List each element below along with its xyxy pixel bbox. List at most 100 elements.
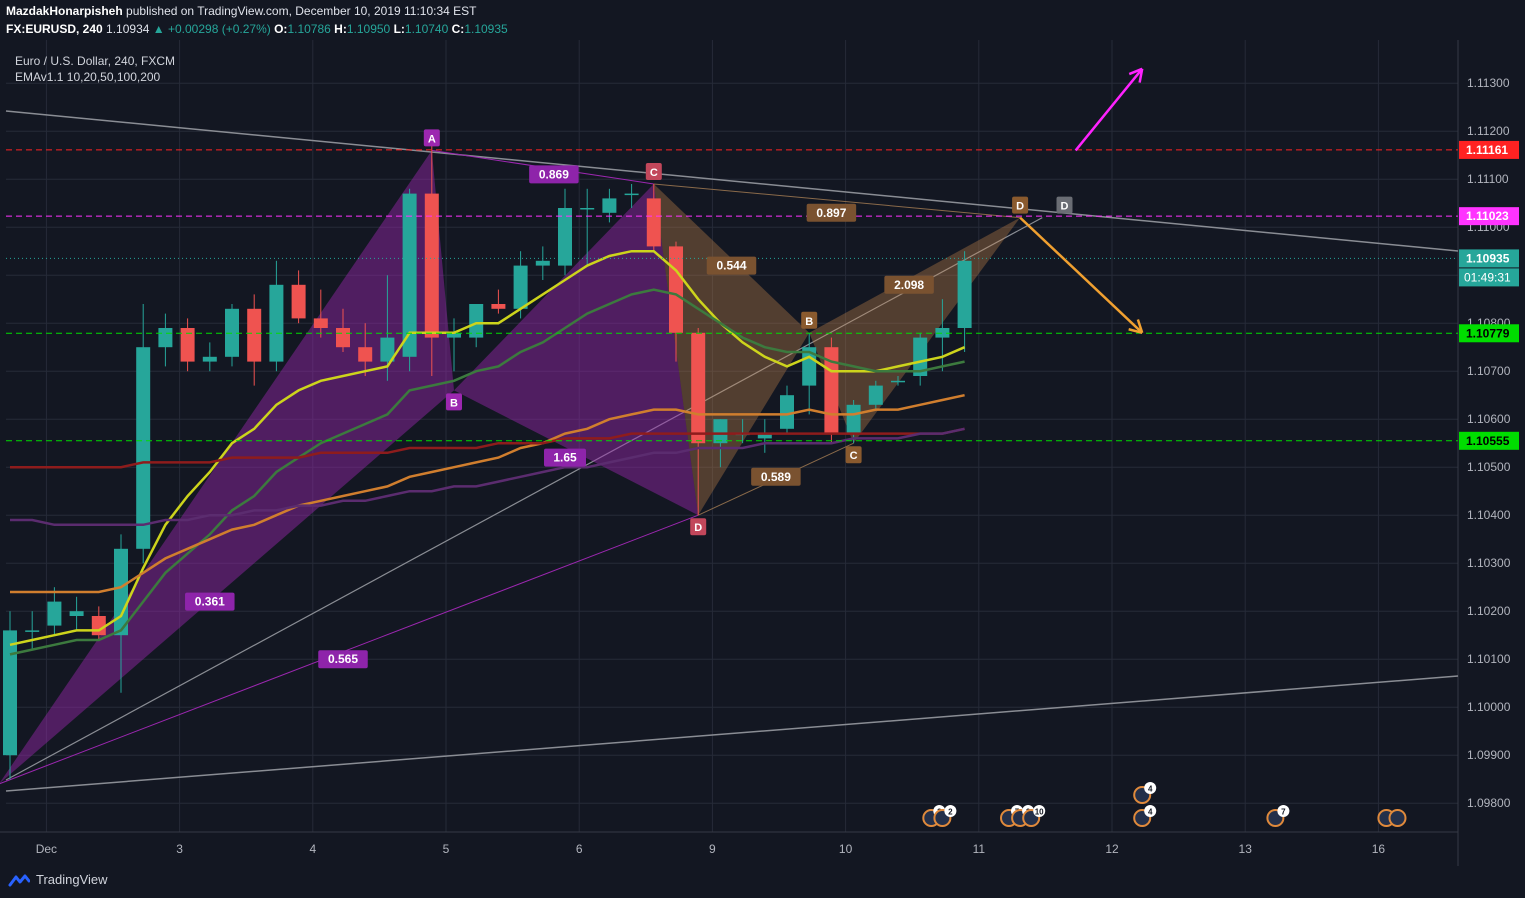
- candle-body: [424, 193, 439, 338]
- candle-body: [558, 208, 572, 266]
- pattern-orange-ratio: 0.897: [816, 206, 846, 220]
- x-tick-label: Dec: [36, 842, 57, 856]
- candle-body: [180, 328, 195, 362]
- last-price: 1.10934: [106, 22, 150, 36]
- candle-body: [202, 356, 217, 362]
- x-tick-label: 10: [839, 842, 853, 856]
- trend-line-channel: [5, 217, 1043, 781]
- price-chart[interactable]: 1.113001.112001.111001.110001.109001.108…: [0, 40, 1525, 866]
- legend-indicator[interactable]: EMAv1.1 10,20,50,100,200: [15, 70, 161, 84]
- publisher-name[interactable]: MazdakHonarpisheh: [6, 4, 123, 18]
- low-label: L:: [393, 22, 405, 36]
- candle-body: [469, 304, 484, 338]
- event-count-badge: [944, 805, 957, 817]
- pattern-orange-point-b: B: [805, 316, 813, 328]
- candle-body: [535, 260, 550, 266]
- pattern-purple-point-a-bg: [423, 129, 440, 147]
- pattern-purple-point-c-bg: [645, 163, 662, 180]
- legend-title[interactable]: Euro / U.S. Dollar, 240, FXCM: [15, 54, 176, 68]
- ema-line: [9, 288, 965, 656]
- chart-header: MazdakHonarpisheh published on TradingVi…: [0, 0, 1525, 40]
- high-value: 1.10950: [346, 22, 391, 36]
- y-tick-label: 1.10700: [1467, 364, 1511, 378]
- open-value: 1.10786: [287, 22, 331, 36]
- x-tick-label: 4: [309, 842, 316, 856]
- price-tag: [1459, 324, 1519, 343]
- pattern-purple-ratio-bg: [185, 592, 235, 611]
- pattern-purple-ratio-bg: [544, 448, 586, 467]
- event-count-label: 2: [948, 808, 953, 817]
- candle-body: [868, 385, 883, 405]
- y-tick-label: 1.11200: [1467, 124, 1510, 138]
- pattern-purple-ratio: 1.65: [553, 451, 577, 465]
- price-tag-label: 1.11023: [1466, 209, 1509, 223]
- pattern-purple-ratio: 0.565: [328, 652, 358, 666]
- symbol-label[interactable]: FX:EURUSD, 240: [6, 22, 103, 36]
- candle-body: [957, 260, 972, 328]
- forecast-arrowhead: [1128, 328, 1143, 335]
- candle-body: [846, 404, 861, 434]
- price-tag: [1459, 249, 1519, 268]
- candle-body: [780, 395, 794, 429]
- candle-body: [269, 284, 284, 362]
- candle-body: [935, 328, 950, 338]
- low-value: 1.10740: [404, 22, 449, 36]
- pattern-orange-point-c: C: [850, 450, 858, 462]
- event-flag-icon[interactable]: [1388, 809, 1407, 827]
- candle-body: [447, 332, 461, 338]
- chart-legend: Euro / U.S. Dollar, 240, FXCM EMAv1.1 10…: [15, 53, 175, 85]
- price-tag-label: 1.11161: [1466, 143, 1508, 157]
- event-count-badge: [1277, 805, 1290, 817]
- candle-body: [891, 380, 905, 383]
- y-tick-label: 1.11300: [1467, 76, 1510, 90]
- event-count-label: 4: [1148, 785, 1153, 794]
- price-tag: [1459, 140, 1519, 159]
- countdown-label: 01:49:31: [1464, 270, 1511, 284]
- y-tick-label: 1.10500: [1467, 460, 1511, 474]
- pattern-purple-ratio-bg: [318, 650, 368, 669]
- high-label: H:: [334, 22, 347, 36]
- pattern-orange-ratio: 0.589: [761, 470, 791, 484]
- published-text: published on TradingView.com, December 1…: [126, 4, 477, 18]
- x-tick-label: 3: [176, 842, 183, 856]
- candle-body: [646, 198, 661, 247]
- candle-body: [580, 208, 595, 210]
- candle-body: [25, 630, 40, 632]
- x-tick-label: 13: [1239, 842, 1253, 856]
- y-tick-label: 1.09900: [1467, 748, 1511, 762]
- pattern-orange-xd: [653, 183, 1021, 219]
- y-tick-label: 1.10100: [1467, 652, 1511, 666]
- candle-body: [802, 347, 817, 386]
- pattern-purple-point-a: A: [428, 133, 436, 145]
- pattern-orange-ratio-bg: [751, 467, 801, 486]
- x-tick-label: 6: [576, 842, 583, 856]
- price-tag: [1459, 207, 1519, 226]
- price-tag-label: 1.10555: [1466, 434, 1510, 448]
- y-tick-label: 1.10400: [1467, 508, 1511, 522]
- tradingview-brand: TradingView: [36, 872, 108, 887]
- candle-body: [247, 308, 262, 362]
- candle-body: [669, 246, 683, 333]
- candle-body: [713, 419, 728, 444]
- candle-body: [757, 433, 772, 439]
- projected-d-label: D: [1061, 201, 1069, 213]
- pattern-orange-ratio-bg: [706, 256, 757, 275]
- pattern-purple-point-d: D: [694, 522, 702, 534]
- chart-background: [0, 40, 1525, 866]
- x-tick-label: 16: [1372, 842, 1386, 856]
- symbol-ohlc-line: FX:EURUSD, 240 1.10934 ▲ +0.00298 (+0.27…: [6, 22, 508, 37]
- pattern-orange-ratio-bg: [884, 275, 934, 294]
- candle-body: [358, 347, 373, 362]
- event-count-label: 10: [1035, 808, 1044, 817]
- tradingview-logo[interactable]: TradingView: [8, 872, 108, 887]
- candle-body: [624, 193, 639, 196]
- publisher-line: MazdakHonarpisheh published on TradingVi…: [6, 4, 477, 19]
- price-tag-label: 1.10779: [1466, 326, 1510, 340]
- forecast-arrow: [1074, 68, 1144, 152]
- y-tick-label: 1.10200: [1467, 604, 1511, 618]
- candle-body: [114, 548, 128, 636]
- ema-line: [10, 393, 965, 594]
- pattern-purple-point-c: C: [650, 167, 658, 179]
- close-label: C:: [451, 22, 465, 36]
- candle-body: [402, 193, 417, 357]
